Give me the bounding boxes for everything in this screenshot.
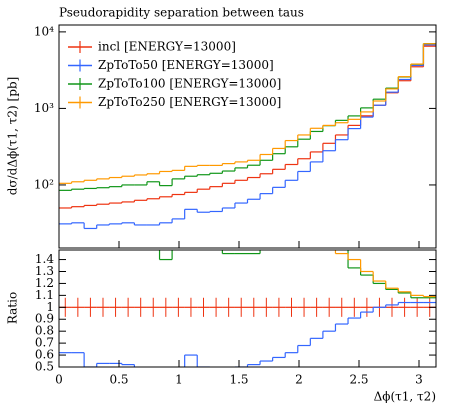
x-tick-label: 1.5 xyxy=(229,373,248,387)
main-frame xyxy=(58,24,437,249)
y-tick-label: 10³ xyxy=(34,101,54,115)
x-tick-label: 1 xyxy=(175,373,183,387)
chart-title: Pseudorapidity separation between taus xyxy=(59,6,304,20)
y-tick-label: 1.3 xyxy=(35,264,54,278)
y-tick-label: 0.9 xyxy=(35,312,54,326)
legend-label: ZpToTo100 [ENERGY=13000] xyxy=(98,77,281,91)
legend-label: ZpToTo250 [ENERGY=13000] xyxy=(98,95,281,109)
x-tick-label: 0 xyxy=(55,373,63,387)
ratio-plot xyxy=(59,250,436,367)
x-tick-label: 2.5 xyxy=(349,373,368,387)
main-plot xyxy=(59,43,436,230)
y-tick-label: 1 xyxy=(46,300,54,314)
y-tick-label: 1.1 xyxy=(35,288,54,302)
y-tick-label: 0.7 xyxy=(35,336,54,350)
y-tick-label: 0.8 xyxy=(35,324,54,338)
y-tick-label: 1.2 xyxy=(35,276,54,290)
y-tick-label: 10² xyxy=(34,177,54,191)
x-tick-label: 0.5 xyxy=(109,373,128,387)
ratio-frame xyxy=(58,249,437,368)
y-tick-label: 0.5 xyxy=(35,360,54,374)
x-tick-label: 3 xyxy=(415,373,423,387)
legend-label: ZpToTo50 [ENERGY=13000] xyxy=(98,58,274,72)
y-tick-label: 0.6 xyxy=(35,348,54,362)
x-axis-label: Δϕ(τ1, τ2) xyxy=(374,390,436,404)
ratio-axis-label: Ratio xyxy=(6,292,20,324)
legend-label: incl [ENERGY=13000] xyxy=(98,40,236,54)
y-tick-label: 1.4 xyxy=(35,252,54,266)
y-tick-label: 10⁴ xyxy=(34,24,54,38)
x-tick-label: 2 xyxy=(295,373,303,387)
y-axis-label: dσ/dΔϕ(τ1, τ2) [pb] xyxy=(6,77,20,196)
